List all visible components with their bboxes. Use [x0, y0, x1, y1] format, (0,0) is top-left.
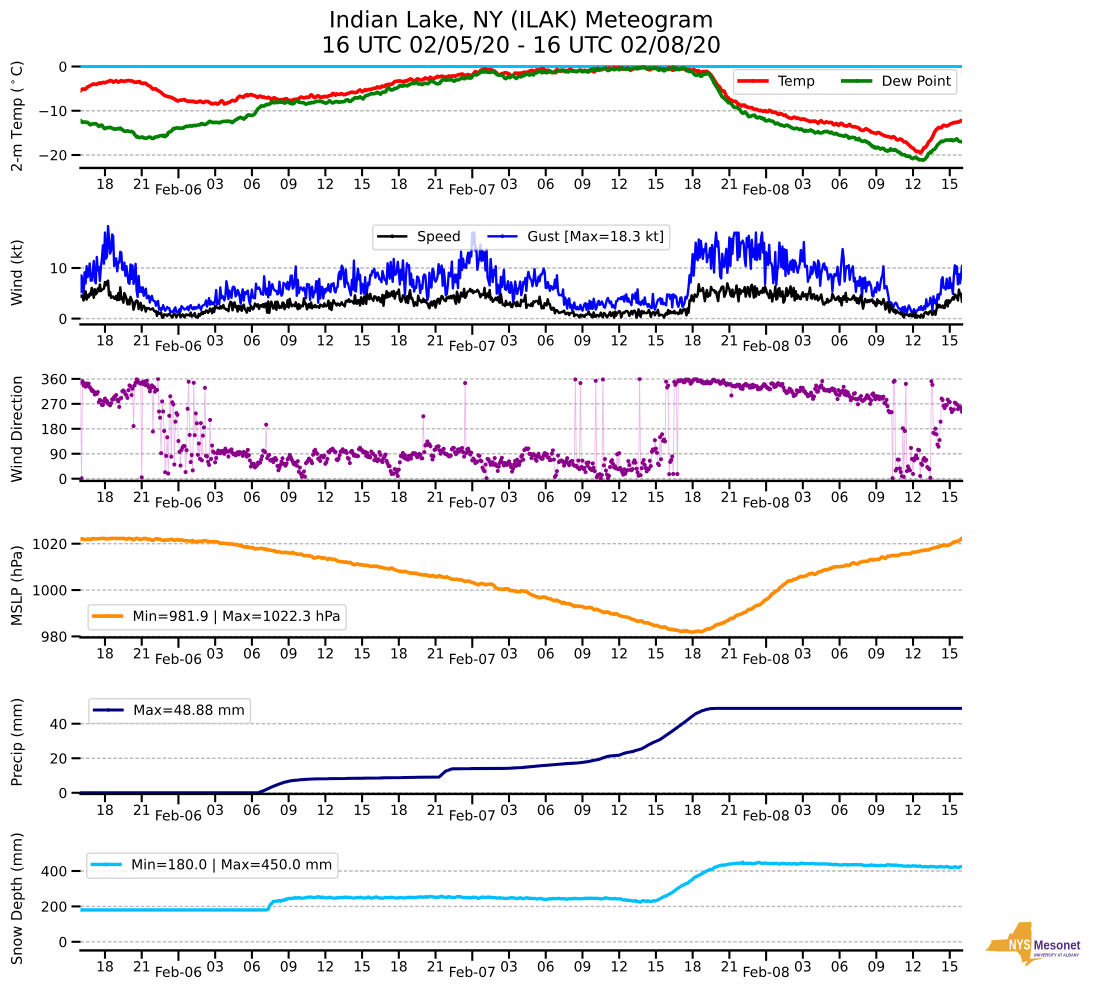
svg-text:NYS: NYS	[1009, 936, 1031, 953]
svg-text:UNIVERSITY AT ALBANY: UNIVERSITY AT ALBANY	[1034, 952, 1079, 958]
svg-text:Mesonet: Mesonet	[1034, 938, 1081, 953]
